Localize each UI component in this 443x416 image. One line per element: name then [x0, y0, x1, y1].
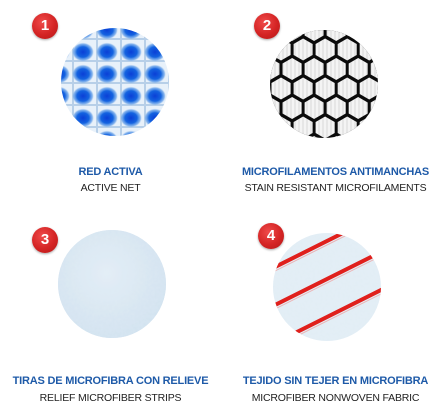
number-badge: 4: [258, 223, 284, 249]
number-badge: 2: [254, 13, 280, 39]
feature-card-stain-resistant: 2 MICROFILAMENTOS ANTIMANCHAS STAIN RESI…: [221, 0, 442, 208]
red-stripe-fabric-texture-icon: [273, 233, 381, 341]
feature-subtitle: STAIN RESISTANT MICROFILAMENTS: [244, 182, 427, 194]
feature-title: TIRAS DE MICROFIBRA CON RELIEVE: [12, 375, 209, 387]
number-badge: 1: [32, 13, 58, 39]
feature-card-relief-strips: 3 TIRAS DE MICROFIBRA CON RELIEVE RELIEF…: [0, 208, 221, 416]
feature-title: RED ACTIVA: [78, 166, 143, 178]
feature-title: TEJIDO SIN TEJER EN MICROFIBRA: [242, 375, 429, 387]
feature-subtitle: MICROFIBER NONWOVEN FABRIC: [251, 392, 420, 404]
feature-subtitle: ACTIVE NET: [80, 182, 141, 194]
light-blue-fiber-texture-icon: [58, 230, 166, 338]
feature-card-active-net: 1 RED ACTIVA ACTIVE NET: [0, 0, 221, 208]
feature-card-nonwoven-fabric: 4 TEJIDO SIN TEJER EN MICROFIBRA: [221, 208, 442, 416]
blue-dot-net-texture-icon: [61, 28, 169, 136]
feature-title: MICROFILAMENTOS ANTIMANCHAS: [241, 166, 430, 178]
feature-subtitle: RELIEF MICROFIBER STRIPS: [39, 392, 182, 404]
number-badge: 3: [32, 227, 58, 253]
black-hexagon-mesh-texture-icon: [270, 30, 378, 138]
